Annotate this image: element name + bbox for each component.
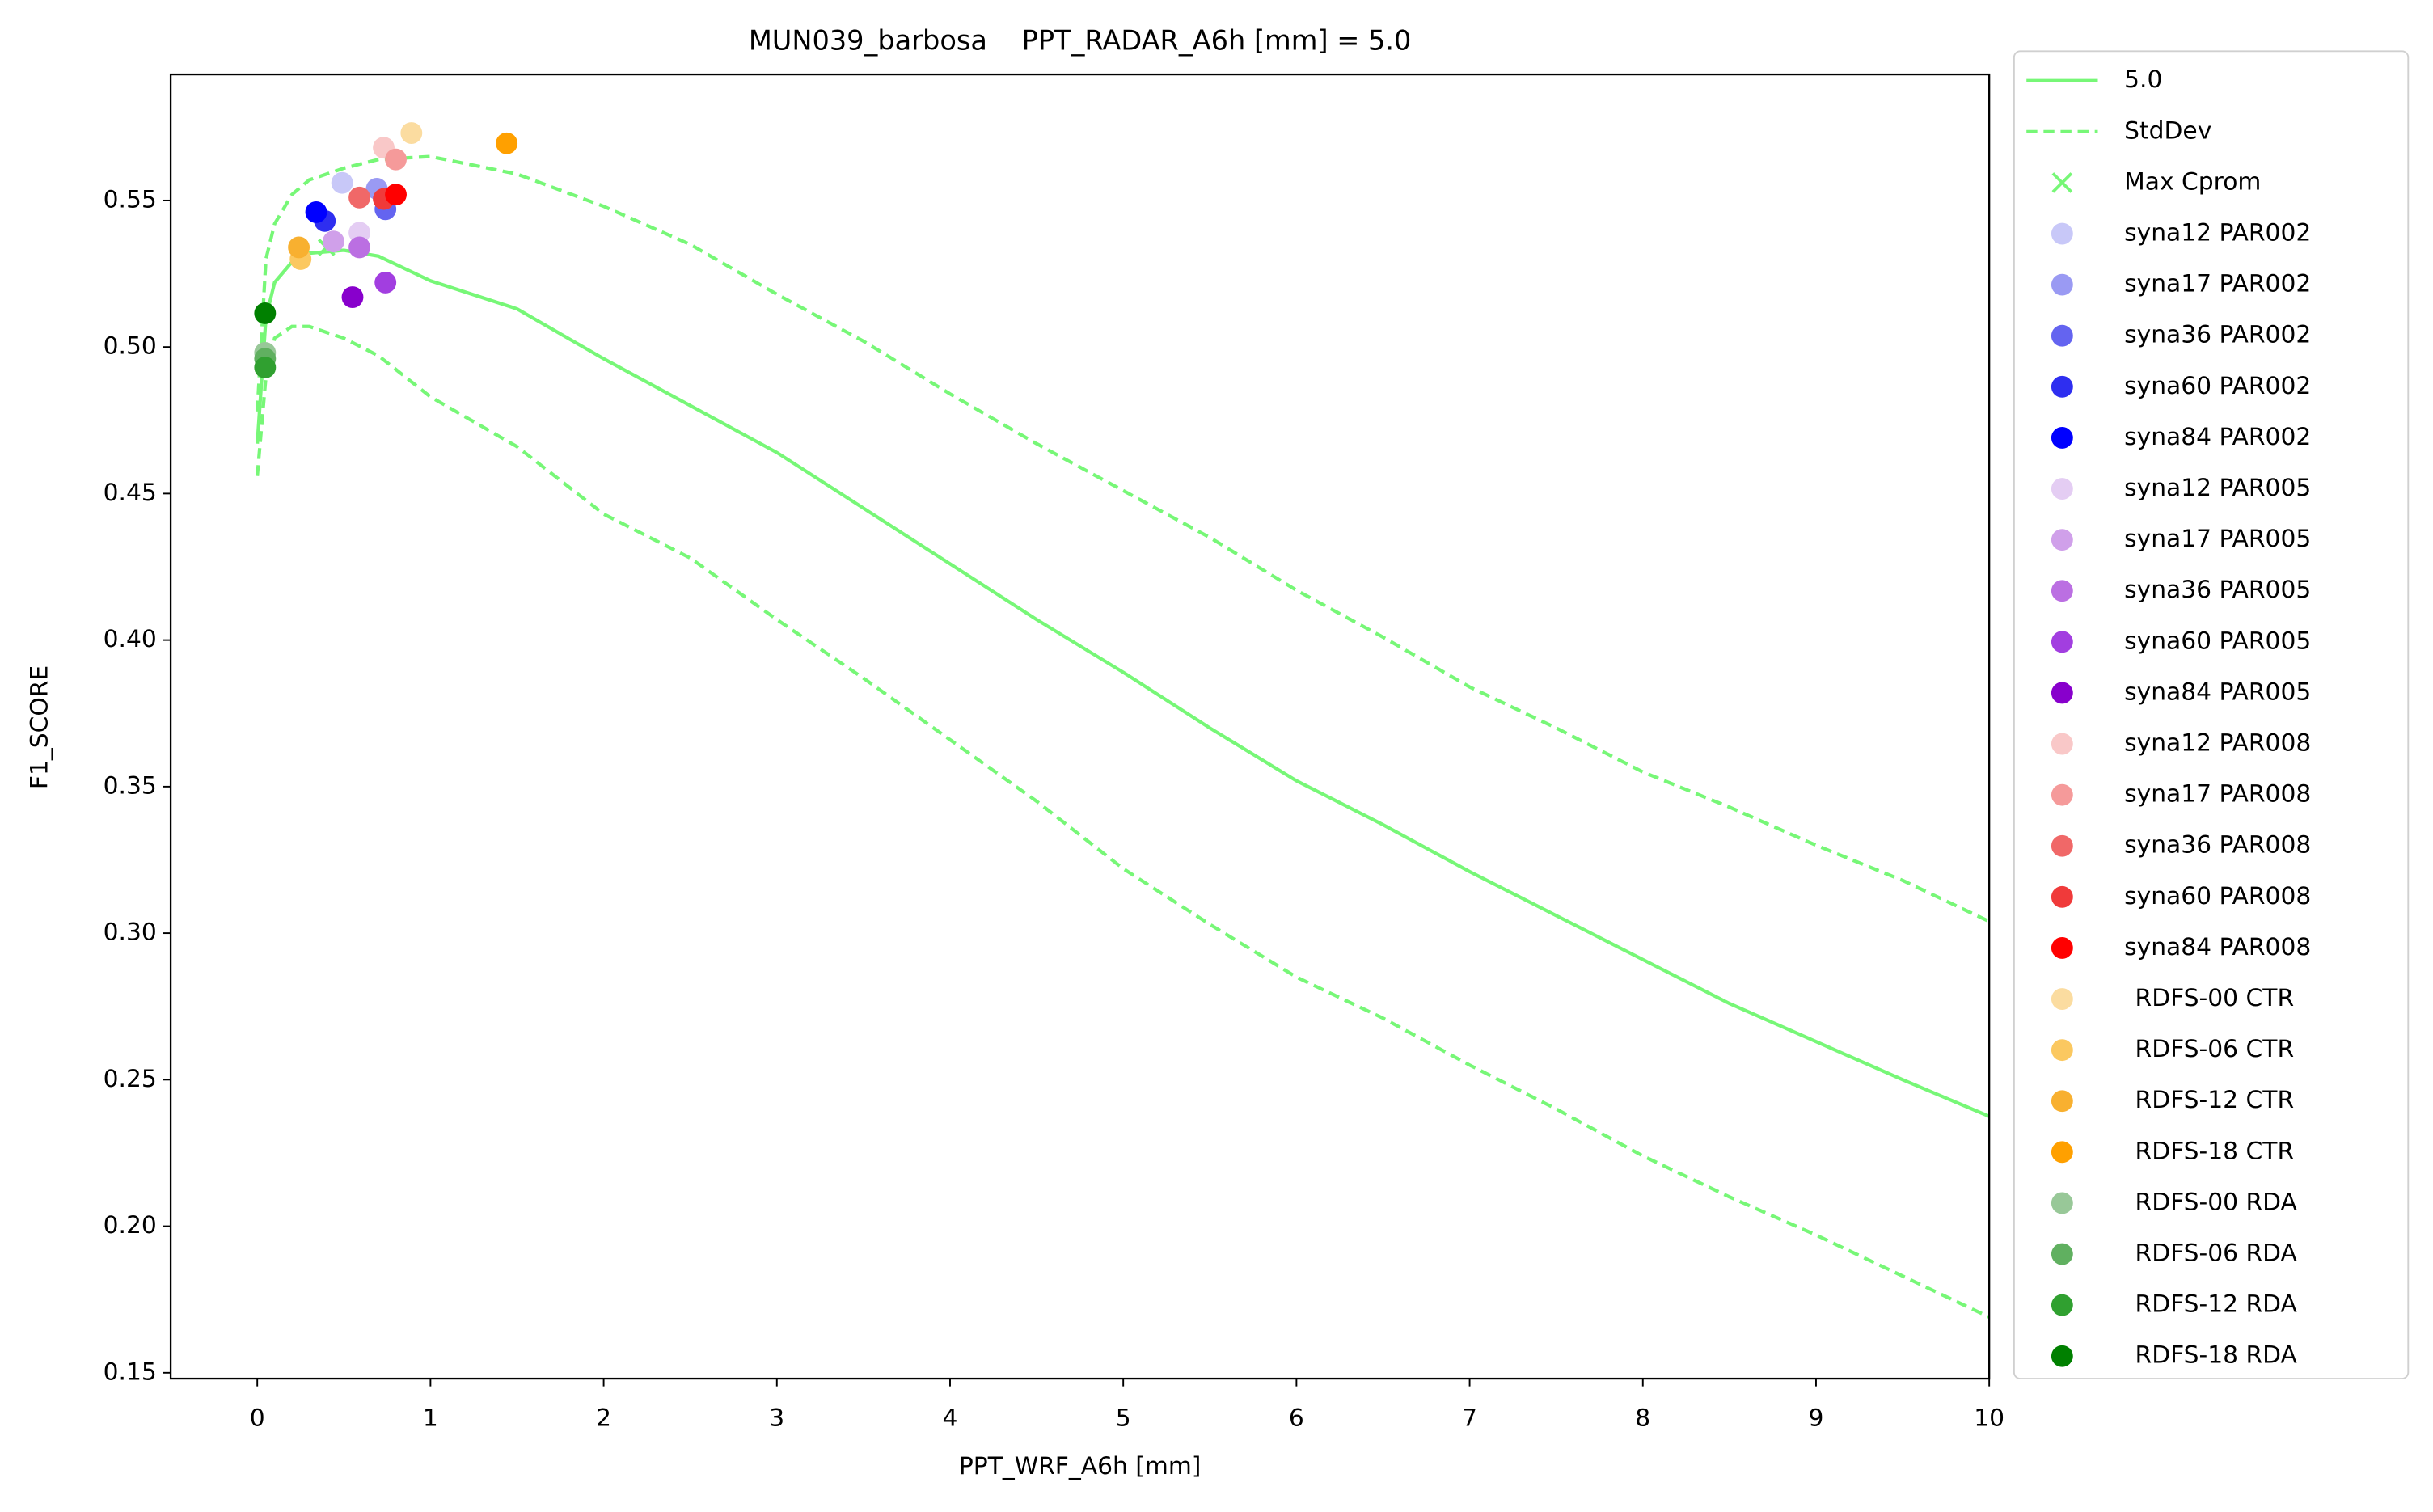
- legend-swatch: [2051, 222, 2073, 245]
- x-tick-label: 0: [250, 1404, 265, 1432]
- scatter-point: [348, 236, 370, 259]
- x-tick-label: 4: [943, 1404, 958, 1432]
- y-tick-label: 0.30: [103, 919, 157, 947]
- legend-swatch: [2051, 1294, 2073, 1316]
- legend-label: syna36 PAR005: [2124, 576, 2311, 604]
- legend-swatch: [2051, 1192, 2073, 1214]
- legend-label: RDFS-06 RDA: [2135, 1240, 2298, 1268]
- legend-label: StdDev: [2124, 116, 2211, 145]
- scatter-point: [288, 236, 310, 259]
- legend-swatch: [2051, 172, 2073, 193]
- y-tick-label: 0.55: [103, 185, 157, 213]
- x-tick-label: 3: [769, 1404, 784, 1432]
- legend-swatch: [2051, 783, 2073, 806]
- legend-swatch: [2051, 1090, 2073, 1113]
- legend-swatch: [2051, 1345, 2073, 1367]
- legend-swatch: [2051, 375, 2073, 398]
- y-tick-label: 0.40: [103, 625, 157, 653]
- legend-swatch: [2051, 273, 2073, 296]
- stddev-line: [256, 324, 1990, 1319]
- legend-label: RDFS-18 RDA: [2135, 1341, 2298, 1370]
- y-tick-label: 0.50: [103, 332, 157, 361]
- legend-label: RDFS-12 CTR: [2135, 1086, 2295, 1114]
- x-tick-label: 1: [423, 1404, 438, 1432]
- legend-label: RDFS-00 CTR: [2135, 984, 2295, 1012]
- legend-swatch: [2051, 1039, 2073, 1062]
- legend-swatch: [2051, 733, 2073, 755]
- x-tick-label: 9: [1809, 1404, 1824, 1432]
- legend-swatch: [2051, 937, 2073, 959]
- legend-label: syna84 PAR008: [2124, 933, 2311, 961]
- legend-swatch: [2051, 478, 2073, 500]
- legend-swatch: [2051, 1141, 2073, 1164]
- y-tick-label: 0.15: [103, 1358, 157, 1386]
- line: [256, 248, 1990, 1118]
- legend-label: syna60 PAR005: [2124, 627, 2311, 655]
- legend-label: 5.0: [2124, 65, 2162, 94]
- chart-title: MUN039_barbosa PPT_RADAR_A6h [mm] = 5.0: [749, 24, 1412, 56]
- x-tick-label: 5: [1116, 1404, 1131, 1432]
- legend-box: [2013, 50, 2410, 1380]
- legend-label: syna60 PAR008: [2124, 882, 2311, 910]
- legend-swatch: [2051, 988, 2073, 1010]
- legend-swatch: [2051, 324, 2073, 347]
- legend-label: syna17 PAR008: [2124, 780, 2311, 809]
- legend-swatch: [2051, 834, 2073, 857]
- legend-label: syna17 PAR002: [2124, 270, 2311, 298]
- x-axis-label: PPT_WRF_A6h [mm]: [959, 1452, 1202, 1480]
- y-tick-label: 0.20: [103, 1211, 157, 1240]
- legend-swatch: [2051, 631, 2073, 653]
- x-tick-label: 8: [1635, 1404, 1650, 1432]
- scatter-point: [341, 286, 364, 308]
- legend-label: RDFS-00 RDA: [2135, 1188, 2298, 1216]
- scatter-point: [348, 186, 370, 209]
- legend-swatch: [2051, 580, 2073, 602]
- legend-label: syna36 PAR008: [2124, 831, 2311, 859]
- scatter-point: [374, 271, 397, 294]
- legend-label: RDFS-06 CTR: [2135, 1035, 2295, 1063]
- legend-label: syna12 PAR005: [2124, 474, 2311, 502]
- legend-label: syna36 PAR002: [2124, 321, 2311, 349]
- y-axis-label: F1_SCORE: [25, 665, 53, 789]
- legend-label: RDFS-12 RDA: [2135, 1290, 2298, 1319]
- scatter-point: [496, 132, 518, 154]
- legend-label: syna84 PAR005: [2124, 678, 2311, 706]
- legend-swatch: [2051, 682, 2073, 704]
- y-tick-label: 0.25: [103, 1065, 157, 1093]
- legend-label: syna12 PAR008: [2124, 729, 2311, 758]
- legend-label: syna60 PAR002: [2124, 372, 2311, 400]
- x-tick-label: 10: [1974, 1404, 2004, 1432]
- scatter-point: [385, 148, 407, 171]
- scatter-point: [254, 357, 277, 378]
- legend-label: RDFS-18 CTR: [2135, 1137, 2295, 1165]
- legend-label: syna84 PAR002: [2124, 423, 2311, 451]
- x-tick-label: 7: [1462, 1404, 1477, 1432]
- legend-swatch: [2051, 529, 2073, 551]
- legend-label: syna12 PAR002: [2124, 219, 2311, 247]
- scatter-point: [331, 171, 353, 194]
- scatter-point: [323, 230, 344, 253]
- plot-frame: [169, 73, 1991, 1380]
- y-tick-label: 0.35: [103, 771, 157, 800]
- legend-swatch: [2051, 885, 2073, 908]
- scatter-point: [385, 184, 407, 206]
- legend-label: syna17 PAR005: [2124, 525, 2311, 553]
- y-tick-label: 0.45: [103, 479, 157, 507]
- scatter-point: [254, 302, 277, 324]
- legend-swatch: [2051, 1243, 2073, 1265]
- scatter-point: [400, 122, 423, 144]
- x-tick-label: 2: [596, 1404, 611, 1432]
- scatter-point: [305, 201, 327, 223]
- stddev-line: [256, 154, 1990, 923]
- legend-label: Max Cprom: [2124, 167, 2261, 196]
- x-tick-label: 6: [1289, 1404, 1304, 1432]
- legend-swatch: [2051, 427, 2073, 449]
